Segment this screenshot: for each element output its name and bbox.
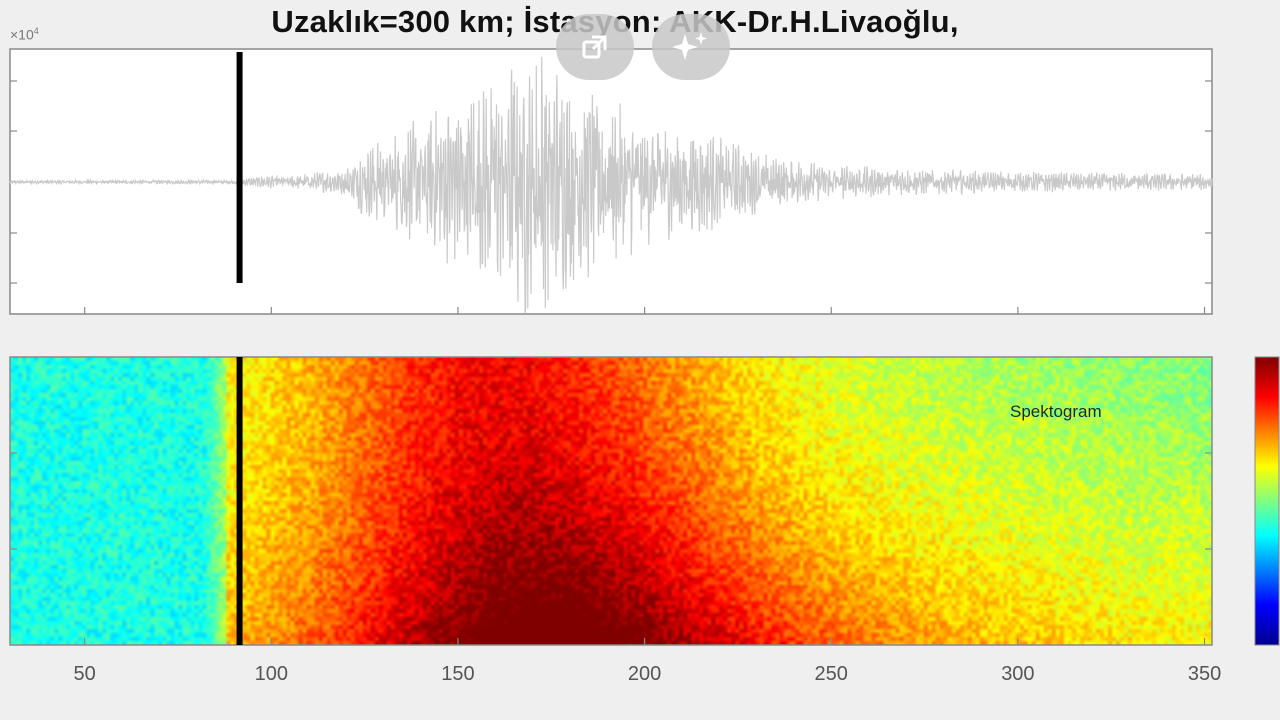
x-tick-label: 100 — [255, 663, 288, 685]
x-tick-labels: 50 100 150 200 250 300 350 — [74, 663, 1222, 685]
spectrogram-plot — [9, 356, 1213, 646]
ai-sparkle-button[interactable] — [652, 14, 730, 80]
spectrogram-axes-box — [9, 356, 1213, 646]
exponent-base: ×10 — [10, 26, 34, 43]
y-axis-exponent: ×104 — [10, 26, 39, 43]
x-tick-label: 200 — [628, 663, 661, 685]
x-tick-label: 150 — [441, 663, 474, 685]
sparkle-ai-icon — [672, 32, 707, 60]
seismogram-trace — [9, 56, 1213, 314]
colorbar — [1254, 356, 1280, 646]
x-tick-label: 300 — [1001, 663, 1034, 685]
spectrogram-label: Spektogram — [1010, 402, 1102, 421]
exponent-power: 4 — [33, 26, 39, 36]
colorbar-svg — [1254, 356, 1280, 646]
colorbar-gradient — [1254, 356, 1280, 646]
x-tick-label: 350 — [1188, 663, 1221, 685]
spectrogram-image — [10, 357, 1212, 645]
spectrogram-ticks — [10, 452, 1212, 645]
x-tick-label: 250 — [815, 663, 848, 685]
seismogram-plot — [9, 48, 1213, 315]
x-tick-label: 50 — [74, 663, 96, 685]
open-in-new-button[interactable] — [556, 14, 634, 80]
open-in-new-icon — [582, 35, 607, 59]
